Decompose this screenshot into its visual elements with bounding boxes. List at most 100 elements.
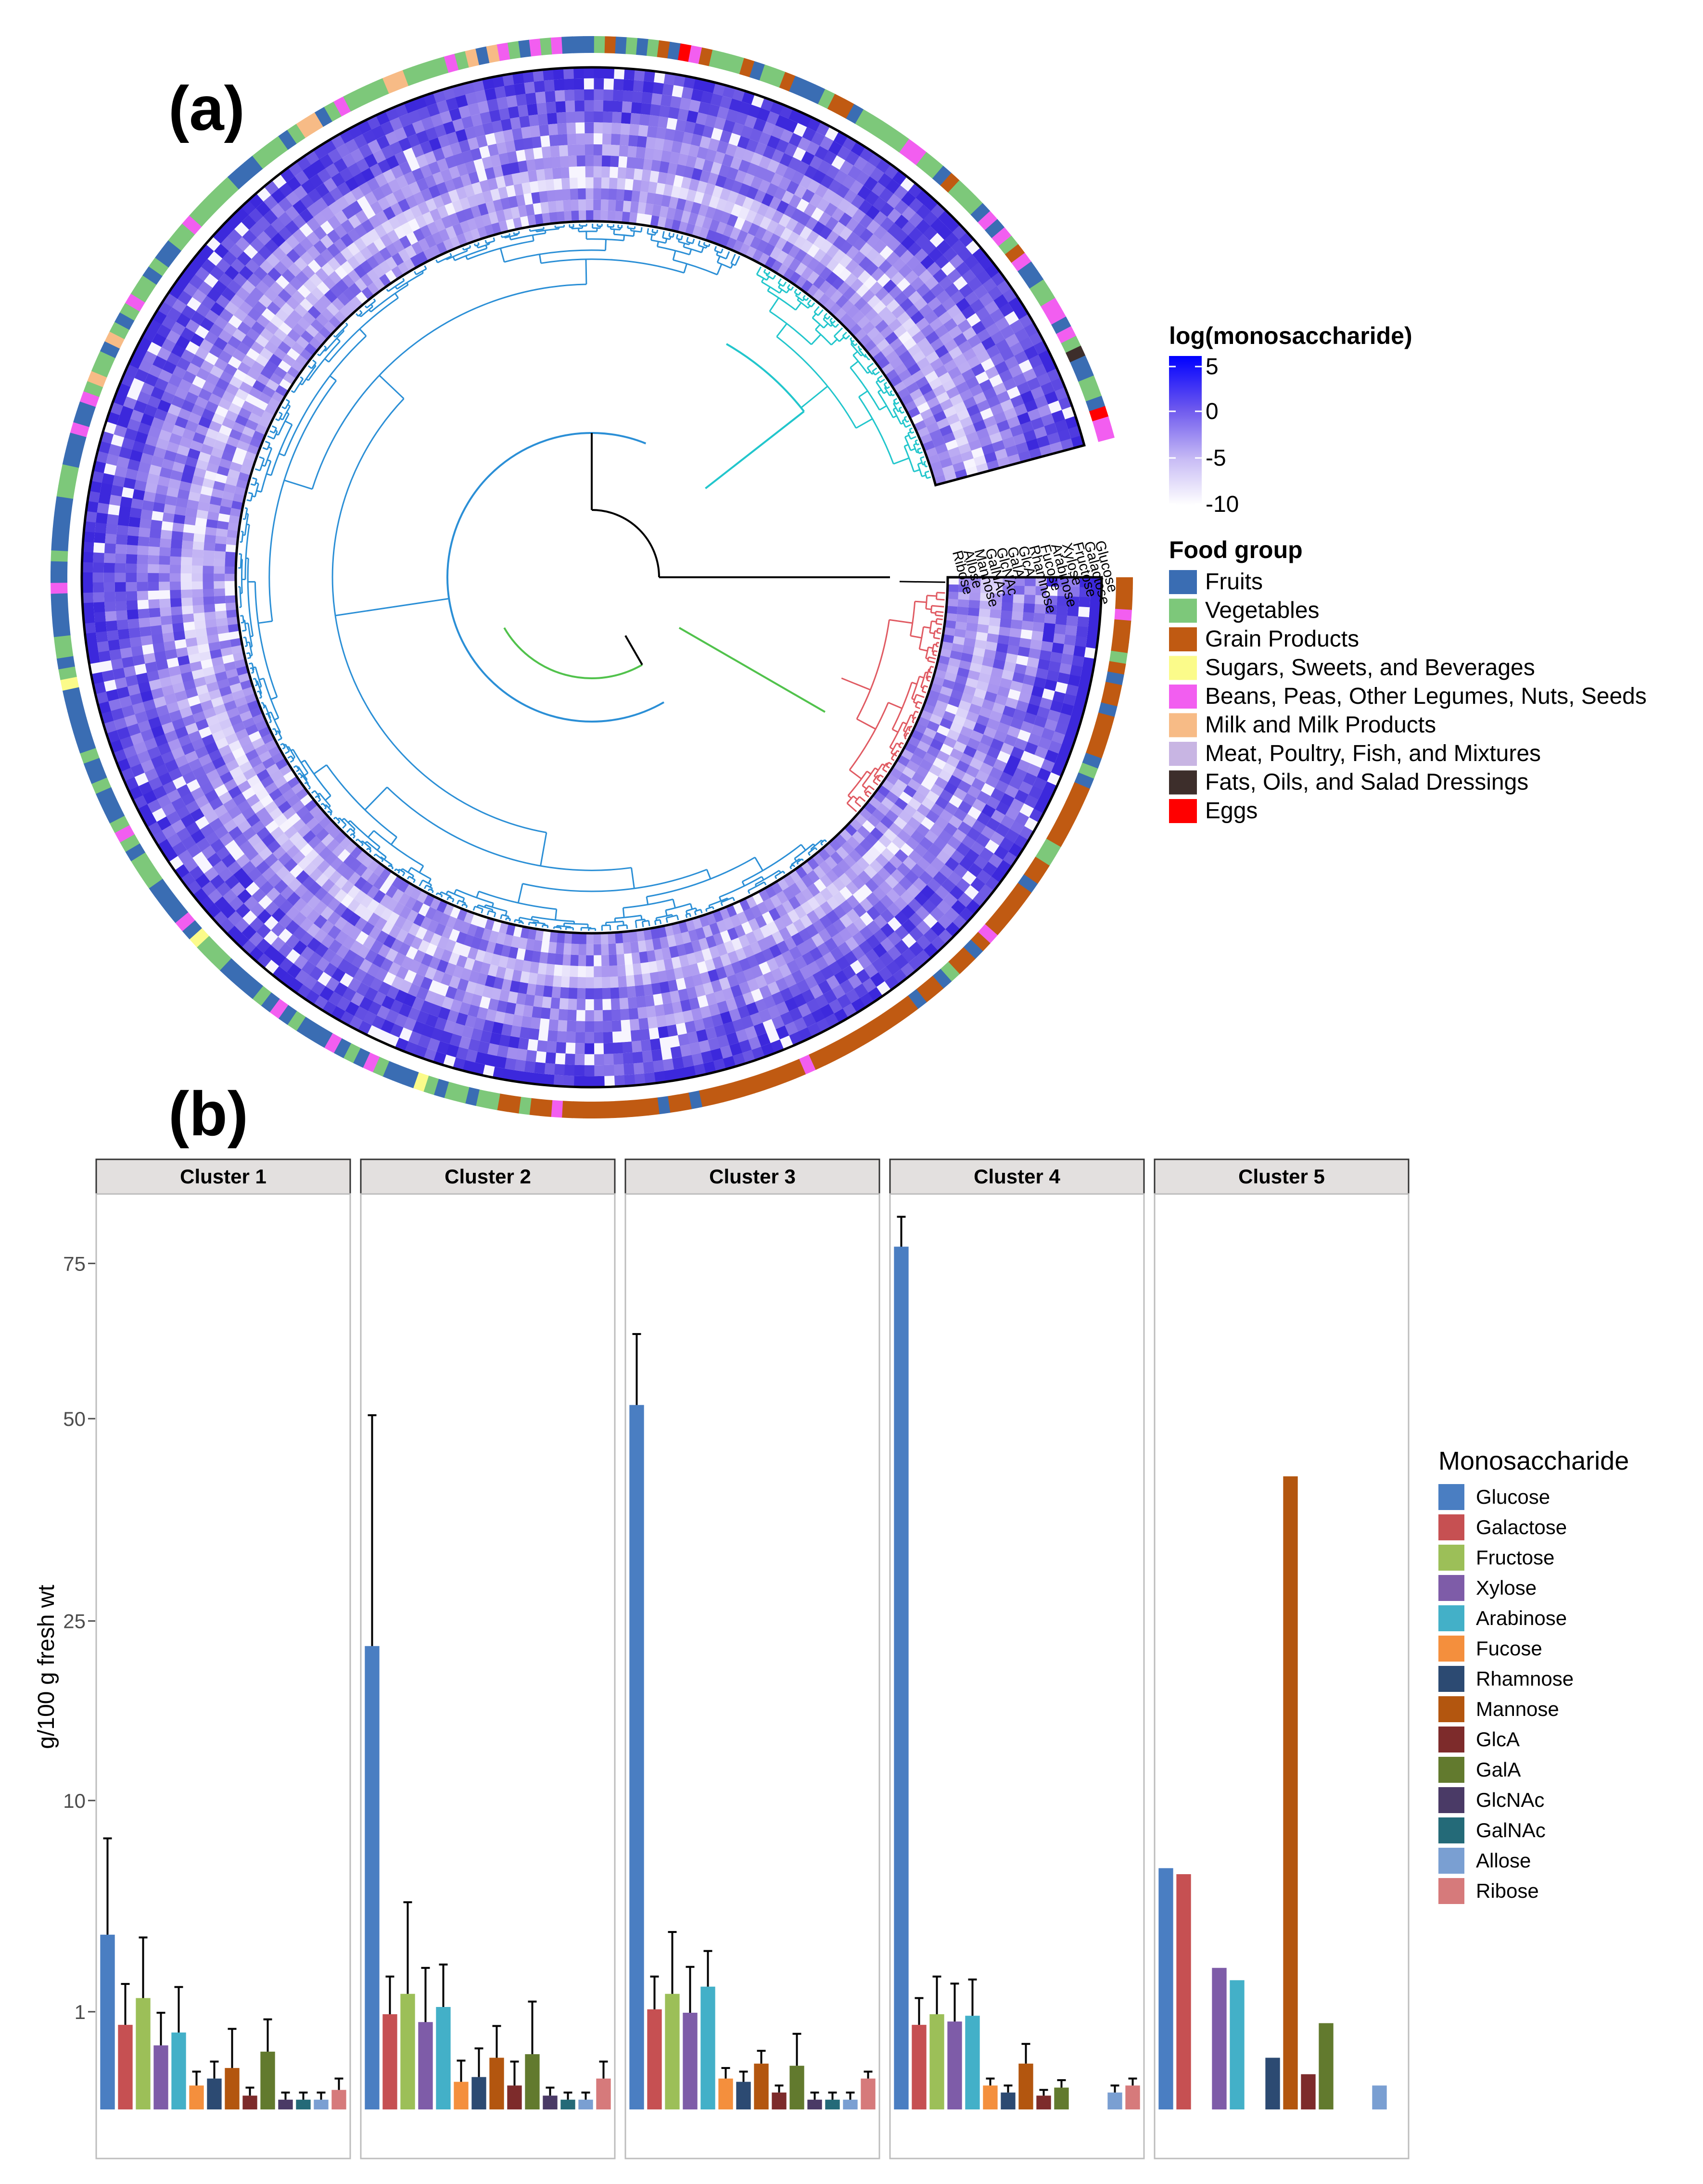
food-group-cell — [296, 1016, 315, 1037]
food-group-cell — [855, 109, 874, 130]
heatmap-ring-gala — [169, 155, 1014, 1000]
bar-glca — [772, 2092, 787, 2109]
heatmap-ring-galnac — [191, 177, 992, 978]
food-group-cell — [51, 603, 69, 616]
food-group-cell — [846, 104, 864, 124]
food-group-cell — [189, 927, 209, 948]
food-group-cell — [1029, 279, 1050, 298]
food-group-cell — [100, 796, 120, 814]
food-group-cell — [56, 485, 75, 499]
food-group-cell — [998, 235, 1019, 255]
food-group-cell — [916, 982, 936, 1003]
food-group-cell — [362, 1052, 380, 1072]
bar-arabinose — [171, 2032, 186, 2109]
food-group-cell — [507, 1095, 521, 1114]
food-group-cell — [83, 381, 103, 397]
food-group-cell — [64, 697, 84, 712]
food-group-cell — [677, 1092, 692, 1111]
food-group-cell — [204, 943, 224, 963]
food-group-cell — [161, 895, 182, 915]
food-group-cell — [142, 266, 163, 285]
bar-galnac — [296, 2099, 311, 2109]
food-group-cell — [882, 1008, 901, 1029]
food-group-cell — [155, 887, 176, 906]
food-group-cell — [149, 257, 169, 277]
food-group-cell — [1061, 336, 1081, 354]
food-group-cell — [561, 1101, 573, 1118]
food-group-cell — [899, 139, 918, 159]
food-group-cell — [799, 80, 816, 100]
food-group-cell — [1023, 865, 1044, 885]
food-group-cell — [486, 1092, 500, 1110]
bar-gala — [260, 2051, 275, 2109]
food-group-cell — [667, 41, 681, 60]
food-group-cell — [382, 1061, 399, 1081]
food-group-cell — [550, 37, 563, 55]
food-group-cell — [769, 68, 786, 88]
food-group-swatch — [1169, 656, 1197, 680]
food-group-cell — [324, 1033, 342, 1054]
food-group-cell — [1046, 829, 1067, 848]
food-group-cell — [119, 834, 140, 852]
food-group-cell — [67, 432, 87, 447]
food-group-cell — [51, 539, 69, 551]
food-group-cell — [940, 173, 960, 193]
food-group-cell — [444, 1081, 459, 1101]
bar-mannose — [754, 2063, 769, 2109]
food-group-cell — [287, 1010, 306, 1031]
food-group-swatch — [1169, 770, 1197, 795]
heatmap-ring-arabinose — [126, 111, 1058, 1043]
food-group-cell — [583, 36, 595, 53]
food-group-cell — [808, 1050, 826, 1070]
facet-cluster-2: Cluster 2 — [360, 1158, 616, 2159]
bar-arabinose — [1230, 1980, 1245, 2109]
food-group-cell — [1116, 587, 1133, 600]
food-group-cell — [227, 965, 247, 985]
food-group-label: Beans, Peas, Other Legumes, Nuts, Seeds — [1205, 684, 1647, 709]
food-group-cell — [53, 635, 72, 648]
legend-swatch-mannose — [1438, 1696, 1464, 1722]
legend-swatch-fructose — [1438, 1545, 1464, 1571]
heatmap-outline — [80, 66, 1103, 1089]
food-group-cell — [873, 120, 892, 141]
bar-fructose — [400, 1994, 415, 2109]
legend-label-rhamnose: Rhamnose — [1476, 1667, 1574, 1690]
food-group-cell — [496, 42, 511, 61]
food-group-cell — [496, 1093, 511, 1112]
food-group-cell — [984, 916, 1005, 936]
food-group-cell — [58, 474, 77, 489]
food-group-cell — [64, 443, 84, 458]
legend-label-galactose: Galactose — [1476, 1516, 1567, 1538]
facet-strip-label: Cluster 5 — [1238, 1165, 1325, 1188]
food-group-cell — [51, 528, 70, 541]
food-group-cell — [955, 947, 976, 967]
food-group-cell — [1114, 609, 1132, 622]
legend-swatch-arabinose — [1438, 1605, 1464, 1631]
food-group-cell — [53, 507, 72, 520]
panel-b: (b) g/100 g fresh wt 1 10 25 50 75 Cluster 1… — [34, 1079, 1629, 2159]
food-group-cell — [636, 38, 649, 56]
facet-cluster-1: Cluster 1 — [95, 1158, 351, 2159]
food-group-cell — [594, 36, 606, 53]
facet-strip-label: Cluster 1 — [180, 1165, 267, 1188]
food-group-cell — [58, 666, 77, 680]
food-group-cell — [372, 78, 390, 98]
food-group-cell — [175, 912, 195, 931]
food-group-cell — [454, 1084, 470, 1104]
food-group-label: Fats, Oils, and Salad Dressings — [1205, 770, 1528, 795]
food-group-cell — [846, 1030, 864, 1051]
heatmap-ring-mannose — [203, 188, 981, 966]
legend-swatch-galnac — [1438, 1817, 1464, 1843]
y-axis-title: g/100 g fresh wt — [34, 1585, 59, 1749]
food-group-swatch — [1169, 799, 1197, 823]
y-axis-ticks: 1 10 25 50 75 — [63, 1252, 95, 2023]
food-group-cell — [808, 84, 826, 105]
food-group-cell — [486, 44, 500, 63]
food-group-label: Milk and Milk Products — [1205, 712, 1436, 738]
heatmap-ring-glca — [159, 144, 1025, 1010]
food-group-cell — [657, 40, 671, 59]
legend-label-arabinose: Arabinose — [1476, 1607, 1567, 1629]
food-group-cell — [837, 99, 855, 119]
food-group-cell — [51, 571, 68, 583]
food-group-cell — [1004, 244, 1025, 264]
